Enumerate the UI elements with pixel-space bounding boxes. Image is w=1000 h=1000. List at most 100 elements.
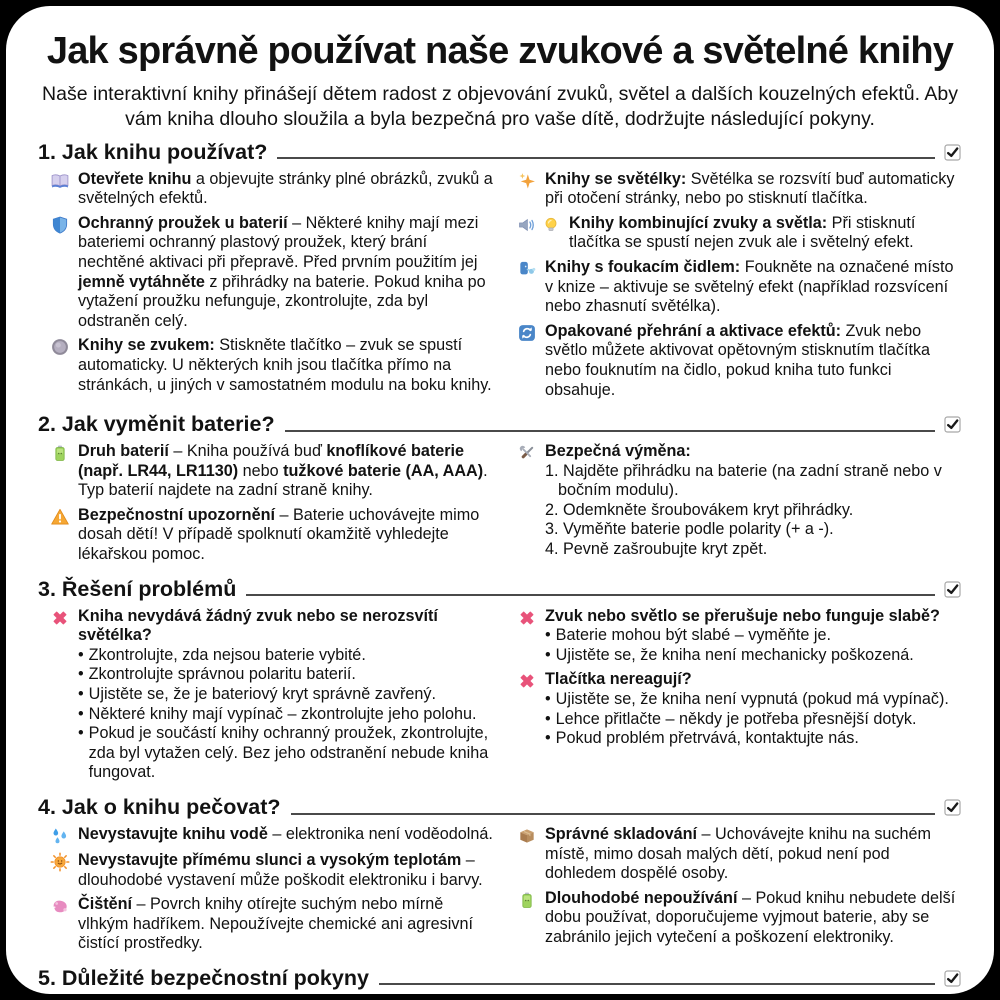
item-icons <box>50 851 70 890</box>
bullet-marker: • <box>78 685 84 704</box>
text-segment: Opakované přehrání a aktivace efektů: <box>545 321 841 340</box>
item-icons <box>517 889 537 948</box>
item-text: Knihy se světélky: Světélka se rozsvítí … <box>545 170 962 209</box>
section-columns: Kniha nevydává žádný zvuk nebo se nerozs… <box>38 607 962 788</box>
item-paragraph: Otevřete knihu a objevujte stránky plné … <box>78 170 495 209</box>
text-segment: Kniha nevydává žádný zvuk nebo se nerozs… <box>78 606 438 645</box>
item-icons <box>50 170 70 209</box>
bullet-marker: • <box>545 729 551 748</box>
section-title: 2. Jak vyměnit baterie? <box>38 412 275 437</box>
bullet-line: • Zkontrolujte, zda nejsou baterie vybité… <box>78 646 495 666</box>
section-rule <box>378 983 935 986</box>
text-segment: Knihy kombinující zvuky a světla: <box>569 213 828 232</box>
text-segment: – Pokud knihu nebudete delší dobu použív… <box>545 888 956 946</box>
text-segment: z přihrádky na baterie. Pokud kniha po v… <box>78 272 486 330</box>
item-paragraph: Ochranný proužek u baterií – Některé kni… <box>78 214 495 332</box>
text-segment: – Baterie uchovávejte mimo dosah dětí! V… <box>78 505 480 564</box>
bullet-line: • Pokud problém přetrvává, kontaktujte ná… <box>545 729 949 749</box>
bullet-marker: • <box>78 724 84 743</box>
item-icons <box>50 607 70 783</box>
checkbox-icon[interactable] <box>943 969 962 988</box>
section-header: 2. Jak vyměnit baterie? <box>38 412 962 437</box>
bullet-marker: • <box>545 645 551 664</box>
step-line: 3. Vyměňte baterie podle polarity (+ a -… <box>545 520 834 539</box>
text-segment: Zvuk nebo světlo můžete aktivovat opětov… <box>545 321 931 399</box>
section-rule <box>284 429 935 432</box>
text-segment: . Typ baterií najdete na zadní straně kn… <box>78 461 488 500</box>
bullet-line: • Některé knihy mají vypínač – zkontroluj… <box>78 705 495 725</box>
bullet-text: Pokud problém přetrvává, kontaktujte nás… <box>555 729 859 748</box>
list-item: Tlačítka nereagují? • Ujistěte se, že knih… <box>517 670 962 748</box>
bulb-icon <box>541 215 561 235</box>
item-text: Druh baterií – Kniha používá buď knoflík… <box>78 442 495 501</box>
step-line: 4. Pevně zašroubujte kryt zpět. <box>545 540 768 559</box>
section-header: 4. Jak o knihu pečovat? <box>38 795 962 820</box>
item-text: Bezpečnostní upozornění – Baterie uchová… <box>78 506 495 565</box>
item-icons <box>517 214 561 253</box>
item-icons <box>517 442 537 560</box>
list-item: Zvuk nebo světlo se přerušuje nebo fungu… <box>517 607 962 666</box>
item-paragraph: Správné skladování – Uchovávejte knihu n… <box>545 825 962 884</box>
item-text: Bezpečná výměna: 1. Najděte přihrádku na … <box>545 442 962 560</box>
bullet-line: • Ujistěte se, že je bateriový kryt správ… <box>78 685 495 705</box>
section-header: 1. Jak knihu používat? <box>38 140 962 165</box>
checkbox-icon[interactable] <box>943 580 962 599</box>
text-segment: Knihy s foukacím čidlem: <box>545 257 741 276</box>
item-paragraph: Nevystavujte přímému slunci a vysokým te… <box>78 851 495 890</box>
page-title: Jak správně používat naše zvukové a svět… <box>46 30 954 72</box>
right-column: Zvuk nebo světlo se přerušuje nebo fungu… <box>517 607 962 788</box>
text-segment: Otevřete knihu <box>78 169 192 188</box>
box-icon <box>517 826 537 846</box>
text-segment: – dlouhodobé vystavení může poškodit ele… <box>78 851 483 889</box>
checkbox-icon[interactable] <box>943 143 962 162</box>
text-segment: Foukněte na označené místo v knize – akt… <box>545 257 954 316</box>
bullet-text: Zkontrolujte, zda nejsou baterie vybité. <box>88 645 366 664</box>
list-item: Knihy se světélky: Světélka se rozsvítí … <box>517 170 962 209</box>
bullet-marker: • <box>545 690 551 709</box>
item-icons <box>50 336 70 395</box>
item-paragraph: Zvuk nebo světlo se přerušuje nebo fungu… <box>545 607 940 627</box>
section-header: 3. Řešení problémů <box>38 577 962 602</box>
item-text: Nevystavujte přímému slunci a vysokým te… <box>78 851 495 890</box>
item-text: Knihy kombinující zvuky a světla: Při st… <box>569 214 962 253</box>
list-item: Opakované přehrání a aktivace efektů: Zv… <box>517 322 962 400</box>
list-item: Otevřete knihu a objevujte stránky plné … <box>50 170 495 209</box>
item-text: Knihy s foukacím čidlem: Foukněte na ozn… <box>545 258 962 317</box>
item-text: Knihy se zvukem: Stiskněte tlačítko – zv… <box>78 336 495 395</box>
item-icons <box>517 607 537 666</box>
left-column: Otevřete knihu a objevujte stránky plné … <box>50 170 495 406</box>
text-segment: Nevystavujte přímému slunci a vysokým te… <box>78 851 462 870</box>
section-rule <box>246 594 935 597</box>
item-paragraph: Čištění – Povrch knihy otírejte suchým n… <box>78 895 495 954</box>
cross-icon <box>517 671 537 691</box>
section-title: 5. Důležité bezpečnostní pokyny <box>38 965 369 990</box>
bullet-line: • Ujistěte se, že kniha není mechanicky p… <box>545 646 940 666</box>
text-segment: Bezpečná výměna: <box>545 442 691 461</box>
item-text: Tlačítka nereagují? • Ujistěte se, že knih… <box>545 670 949 748</box>
item-icons <box>517 258 537 317</box>
list-item: Čištění – Povrch knihy otírejte suchým n… <box>50 895 495 954</box>
list-item: Dlouhodobé nepoužívání – Pokud knihu neb… <box>517 889 962 948</box>
checkbox-icon[interactable] <box>943 798 962 817</box>
text-segment: Dlouhodobé nepoužívání <box>545 888 738 907</box>
item-paragraph: Opakované přehrání a aktivace efektů: Zv… <box>545 322 962 400</box>
text-segment: Zvuk nebo světlo se přerušuje nebo fungu… <box>545 606 940 625</box>
checkbox-icon[interactable] <box>943 415 962 434</box>
text-segment: jemně vytáhněte <box>78 272 205 291</box>
list-item: Druh baterií – Kniha používá buď knoflík… <box>50 442 495 501</box>
bullet-line: • Zkontrolujte správnou polaritu baterií. <box>78 665 495 685</box>
section-rule <box>277 157 935 160</box>
text-segment: – elektronika není voděodolná. <box>267 825 493 844</box>
battery-icon <box>517 890 537 910</box>
section-1: 1. Jak knihu používat? Otevřete knihu a o… <box>38 140 962 406</box>
list-item: Kniha nevydává žádný zvuk nebo se nerozs… <box>50 607 495 783</box>
list-item: Nevystavujte přímému slunci a vysokým te… <box>50 851 495 890</box>
item-icons <box>50 214 70 332</box>
item-text: Nevystavujte knihu vodě – elektronika ne… <box>78 825 493 846</box>
list-item: Nevystavujte knihu vodě – elektronika ne… <box>50 825 495 846</box>
item-text: Čištění – Povrch knihy otírejte suchým n… <box>78 895 495 954</box>
bullet-line: • Lehce přitlačte – někdy je potřeba přes… <box>545 710 949 730</box>
item-icons <box>50 506 70 565</box>
text-segment: Bezpečnostní upozornění <box>78 505 275 524</box>
bullet-text: Ujistěte se, že kniha není vypnutá (poku… <box>555 690 949 709</box>
